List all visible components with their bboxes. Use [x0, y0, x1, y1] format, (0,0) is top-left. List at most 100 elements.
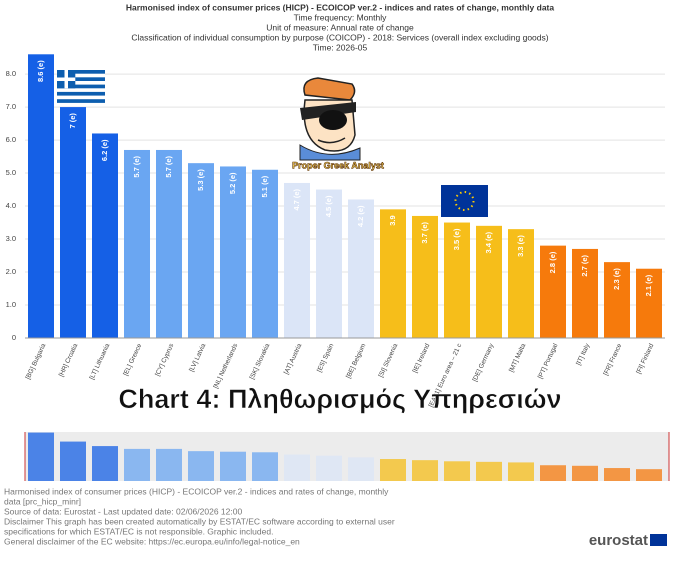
x-tick-label: [LV] Latvia	[188, 342, 207, 373]
bar	[28, 54, 54, 338]
value-label: 5.7 (e)	[132, 155, 141, 177]
bar	[252, 169, 278, 338]
x-tick-label: [NL] Netherlands	[212, 342, 239, 390]
logo-flag	[650, 534, 667, 546]
value-label: 2.1 (e)	[644, 274, 653, 296]
footer-line: Disclaimer This graph has been created a…	[4, 516, 395, 526]
navigator-bar	[348, 457, 374, 481]
x-tick-label: [CY] Cyprus	[154, 342, 175, 377]
cartoon-caption: Proper Greek Analyst	[292, 160, 384, 170]
value-label: 3.5 (e)	[452, 228, 461, 250]
navigator-bar	[476, 461, 502, 481]
y-tick-label: 3.0	[6, 234, 16, 243]
footer-line: specifications for which ESTAT/EC is not…	[4, 526, 273, 536]
navigator-bar	[572, 465, 598, 481]
y-tick-label: 7.0	[6, 102, 16, 111]
bar	[604, 262, 630, 338]
navigator-bar	[252, 452, 278, 481]
bar	[540, 245, 566, 338]
greek-flag	[57, 70, 105, 103]
bar	[572, 248, 598, 338]
bar	[92, 133, 118, 338]
navigator-bar	[284, 454, 310, 481]
value-label: 5.3 (e)	[196, 169, 205, 191]
navigator	[28, 432, 662, 481]
x-tick-label: [MT] Malta	[508, 342, 527, 373]
bar	[636, 268, 662, 338]
footer-line: General disclaimer of the EC website: ht…	[4, 536, 300, 546]
y-tick-label: 8.0	[6, 69, 16, 78]
bar	[316, 189, 342, 338]
navigator-bar	[380, 459, 406, 481]
navigator-bar	[60, 441, 86, 481]
x-tick-label: [PT] Portugal	[537, 342, 560, 380]
subtitle: Time frequency: Monthly	[294, 12, 387, 22]
navigator-bar	[604, 468, 630, 481]
subtitle: Time: 2026-05	[313, 42, 368, 52]
value-label: 2.3 (e)	[612, 268, 621, 290]
bar	[284, 182, 310, 338]
value-label: 4.5 (e)	[324, 195, 333, 217]
x-tick-label: [FR] France	[603, 342, 624, 376]
chart-title: Harmonised index of consumer prices (HIC…	[126, 2, 555, 12]
navigator-bar	[412, 460, 438, 481]
navigator-bar	[444, 461, 470, 481]
subtitle: Unit of measure: Annual rate of change	[266, 22, 414, 32]
y-tick-label: 0	[12, 333, 16, 342]
bar	[444, 222, 470, 338]
value-label: 3.4 (e)	[484, 231, 493, 253]
x-tick-label: [LT] Lithuania	[89, 342, 112, 381]
x-tick-label: [EL] Greece	[122, 342, 143, 377]
value-label: 3.7 (e)	[420, 221, 429, 243]
navigator-bar	[92, 446, 118, 481]
y-tick-label: 4.0	[6, 201, 16, 210]
subtitle: Classification of individual consumption…	[131, 32, 548, 42]
value-label: 6.2 (e)	[100, 139, 109, 161]
x-tick-label: [BE] Belgium	[345, 343, 367, 380]
navigator-bar	[156, 448, 182, 481]
value-label: 7 (e)	[68, 113, 77, 129]
x-tick-label: [AT] Austria	[283, 342, 304, 375]
footer-line: data [prc_hicp_minr]	[4, 496, 81, 506]
logo: eurostat	[589, 532, 648, 549]
footer-line: Source of data: Eurostat - Last updated …	[4, 506, 242, 516]
x-tick-label: [IT] Italy	[575, 342, 591, 367]
navigator-bar	[636, 469, 662, 481]
x-tick-label: [IE] Ireland	[412, 342, 432, 374]
cartoon	[299, 77, 361, 161]
x-tick-label: [SI] Slovenia	[378, 342, 400, 378]
value-label: 4.7 (e)	[292, 188, 301, 210]
value-label: 8.6 (e)	[36, 60, 45, 82]
x-tick-label: [ES] Spain	[316, 342, 335, 373]
y-tick-label: 5.0	[6, 168, 16, 177]
bar	[220, 166, 246, 338]
value-label: 2.7 (e)	[580, 254, 589, 276]
bar	[476, 225, 502, 338]
bar	[188, 163, 214, 338]
bar	[348, 199, 374, 338]
plot: 0 1.0 2.0 3.0 4.0 5.0 6.0 7.0 8.0 8.6 (e) [BG] Bul…	[6, 54, 665, 408]
bar	[380, 209, 406, 338]
y-tick-label: 6.0	[6, 135, 16, 144]
bar	[60, 107, 86, 338]
x-tick-label: [BG] Bulgaria	[25, 342, 48, 380]
y-tick-label: 2.0	[6, 267, 16, 276]
navigator-bar	[220, 451, 246, 481]
navigator-bar	[188, 451, 214, 481]
value-label: 5.1 (e)	[260, 175, 269, 197]
bar	[124, 149, 150, 338]
value-label: 5.2 (e)	[228, 172, 237, 194]
x-tick-label: [DE] Germany	[472, 342, 496, 383]
navigator-bar	[28, 432, 54, 481]
navigator-bar	[540, 465, 566, 481]
value-label: 5.7 (e)	[164, 155, 173, 177]
x-tick-label: [SK] Slovakia	[249, 342, 272, 380]
footer-line: Harmonised index of consumer prices (HIC…	[4, 486, 389, 496]
value-label: 4.2 (e)	[356, 205, 365, 227]
navigator-bar	[316, 455, 342, 481]
bar	[156, 149, 182, 338]
overlay-title: Chart 4: Πληθωρισμός Υπηρεσιών	[118, 384, 561, 414]
value-label: 3.9	[388, 215, 397, 225]
navigator-bar	[124, 448, 150, 481]
